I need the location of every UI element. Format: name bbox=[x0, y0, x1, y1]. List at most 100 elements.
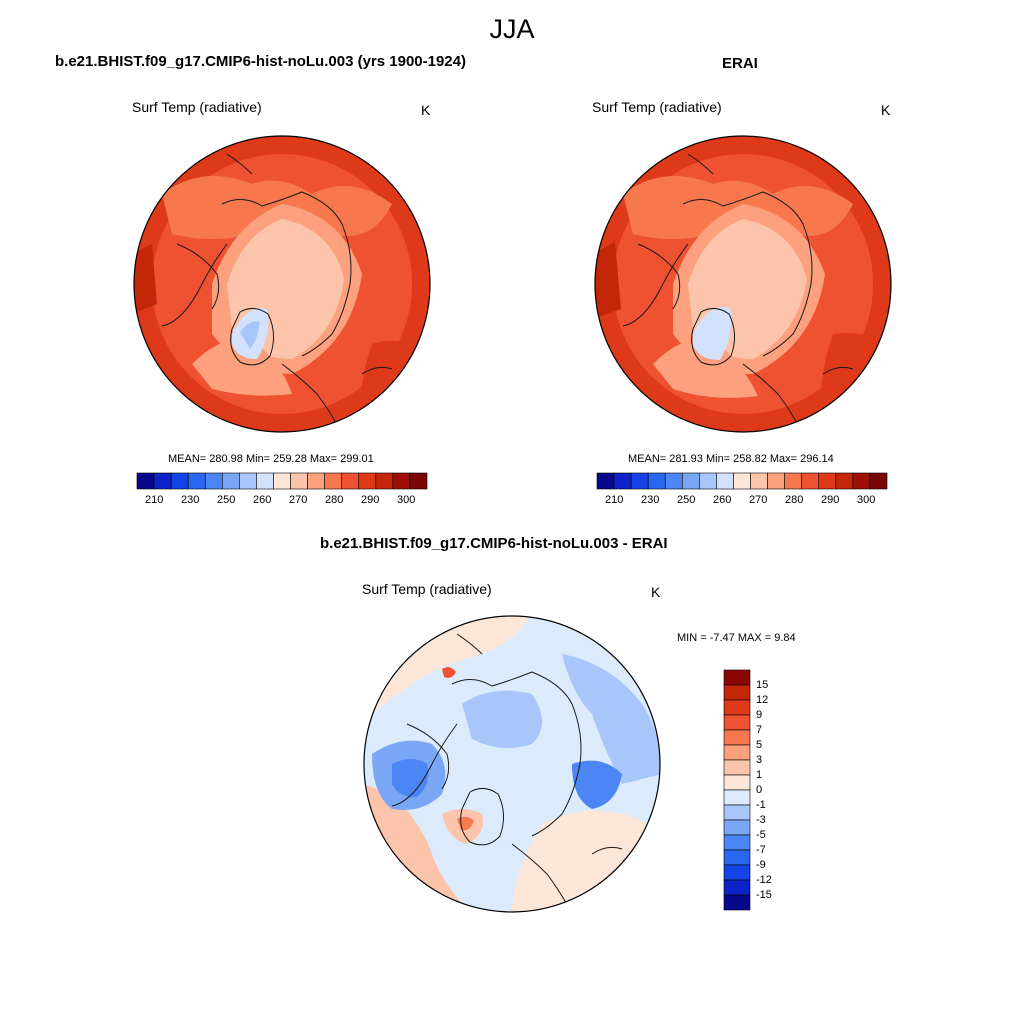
colorbar-tick-label: -9 bbox=[756, 859, 766, 871]
units-label-obs: K bbox=[881, 102, 891, 118]
colorbar-swatch bbox=[239, 472, 257, 490]
colorbar-swatch bbox=[256, 472, 274, 490]
colorbar-swatch bbox=[801, 472, 820, 490]
colorbar-tick-label: 5 bbox=[756, 739, 763, 751]
colorbar-swatch bbox=[375, 472, 394, 490]
panel-title-obs: ERAI bbox=[722, 55, 758, 72]
colorbar-tick-label: 12 bbox=[756, 694, 769, 706]
colorbar-tick-label: 0 bbox=[756, 784, 763, 796]
colorbar-tick-label: 3 bbox=[756, 754, 763, 766]
colorbar-tick-label: 280 bbox=[325, 494, 344, 506]
colorbar-swatch bbox=[392, 472, 411, 490]
colorbar-swatch bbox=[723, 759, 751, 776]
colorbar-tick-label: 9 bbox=[756, 709, 763, 721]
colorbar-tick-label: 260 bbox=[713, 494, 732, 506]
colorbar-swatch bbox=[835, 472, 854, 490]
colorbar-swatch bbox=[716, 472, 734, 490]
colorbar-swatch bbox=[324, 472, 343, 490]
polar-map-diff bbox=[362, 614, 662, 914]
colorbar-swatch bbox=[596, 472, 615, 490]
colorbar-tick-label: 290 bbox=[821, 494, 840, 506]
colorbar-swatch bbox=[767, 472, 785, 490]
colorbar-ticklabels-model: 210 230 250 260 270 280 290 300 bbox=[137, 494, 427, 508]
colorbar-swatch bbox=[307, 472, 325, 490]
colorbar-swatch bbox=[723, 669, 751, 686]
colorbar-swatch bbox=[221, 472, 240, 490]
colorbar-swatch bbox=[630, 472, 649, 490]
colorbar-swatch bbox=[723, 714, 751, 731]
stats-diff: MIN = -7.47 MAX = 9.84 bbox=[677, 632, 796, 644]
colorbar-tick-label: 230 bbox=[181, 494, 200, 506]
colorbar-obs bbox=[596, 472, 888, 490]
colorbar-swatch bbox=[699, 472, 717, 490]
panel-title-diff: b.e21.BHIST.f09_g17.CMIP6-hist-noLu.003 … bbox=[320, 535, 668, 552]
colorbar-tick-label: -15 bbox=[756, 889, 772, 901]
colorbar-tick-label: 250 bbox=[677, 494, 696, 506]
colorbar-swatch bbox=[681, 472, 700, 490]
variable-label-model: Surf Temp (radiative) bbox=[132, 99, 262, 115]
colorbar-diff bbox=[723, 669, 751, 911]
colorbar-swatch bbox=[733, 472, 751, 490]
stats-model: MEAN= 280.98 Min= 259.28 Max= 299.01 bbox=[168, 453, 374, 465]
colorbar-tick-label: 290 bbox=[361, 494, 380, 506]
colorbar-swatch bbox=[723, 879, 751, 896]
colorbar-tick-label: -12 bbox=[756, 874, 772, 886]
colorbar-swatch bbox=[647, 472, 666, 490]
colorbar-swatch bbox=[723, 699, 751, 716]
polar-map-model bbox=[132, 134, 432, 434]
colorbar-swatch bbox=[723, 864, 751, 881]
colorbar-swatch bbox=[723, 894, 751, 911]
colorbar-tick-label: -7 bbox=[756, 844, 766, 856]
colorbar-swatch bbox=[723, 804, 751, 821]
colorbar-swatch bbox=[170, 472, 189, 490]
colorbar-swatch bbox=[723, 774, 751, 791]
colorbar-tick-label: 210 bbox=[605, 494, 624, 506]
colorbar-swatch bbox=[723, 684, 751, 701]
colorbar-tick-label: 270 bbox=[289, 494, 308, 506]
colorbar-swatch bbox=[290, 472, 308, 490]
colorbar-swatch bbox=[723, 789, 751, 806]
colorbar-swatch bbox=[358, 472, 377, 490]
polar-map-obs bbox=[593, 134, 893, 434]
colorbar-tick-label: 270 bbox=[749, 494, 768, 506]
colorbar-swatch bbox=[818, 472, 837, 490]
colorbar-tick-label: 210 bbox=[145, 494, 164, 506]
colorbar-tick-label: -1 bbox=[756, 799, 766, 811]
colorbar-tick-label: 300 bbox=[397, 494, 416, 506]
colorbar-swatch bbox=[723, 729, 751, 746]
colorbar-swatch bbox=[664, 472, 683, 490]
variable-label-obs: Surf Temp (radiative) bbox=[592, 99, 722, 115]
colorbar-tick-label: -5 bbox=[756, 829, 766, 841]
stats-obs: MEAN= 281.93 Min= 258.82 Max= 296.14 bbox=[628, 453, 834, 465]
colorbar-swatch bbox=[723, 744, 751, 761]
colorbar-swatch bbox=[187, 472, 206, 490]
colorbar-swatch bbox=[852, 472, 871, 490]
colorbar-swatch bbox=[273, 472, 291, 490]
colorbar-ticklabels-diff: 15 12 9 7 5 3 1 0 -1 -3 -5 -7 -9 -12 -15 bbox=[756, 670, 796, 910]
colorbar-tick-label: 7 bbox=[756, 724, 763, 736]
colorbar-swatch bbox=[723, 849, 751, 866]
colorbar-ticklabels-obs: 210 230 250 260 270 280 290 300 bbox=[597, 494, 887, 508]
colorbar-tick-label: 1 bbox=[756, 769, 763, 781]
colorbar-tick-label: 250 bbox=[217, 494, 236, 506]
colorbar-swatch bbox=[869, 472, 888, 490]
colorbar-tick-label: 230 bbox=[641, 494, 660, 506]
figure-title: JJA bbox=[489, 14, 535, 44]
units-label-model: K bbox=[421, 102, 431, 118]
colorbar-tick-label: 260 bbox=[253, 494, 272, 506]
colorbar-tick-label: 280 bbox=[785, 494, 804, 506]
units-label-diff: K bbox=[651, 584, 661, 600]
colorbar-swatch bbox=[750, 472, 768, 490]
colorbar-model bbox=[136, 472, 428, 490]
colorbar-swatch bbox=[153, 472, 172, 490]
colorbar-swatch bbox=[784, 472, 803, 490]
colorbar-swatch bbox=[136, 472, 155, 490]
colorbar-tick-label: -3 bbox=[756, 814, 766, 826]
colorbar-swatch bbox=[723, 834, 751, 851]
colorbar-swatch bbox=[723, 819, 751, 836]
colorbar-swatch bbox=[409, 472, 428, 490]
panel-title-model: b.e21.BHIST.f09_g17.CMIP6-hist-noLu.003 … bbox=[55, 53, 466, 70]
colorbar-swatch bbox=[204, 472, 223, 490]
variable-label-diff: Surf Temp (radiative) bbox=[362, 581, 492, 597]
colorbar-tick-label: 15 bbox=[756, 679, 769, 691]
